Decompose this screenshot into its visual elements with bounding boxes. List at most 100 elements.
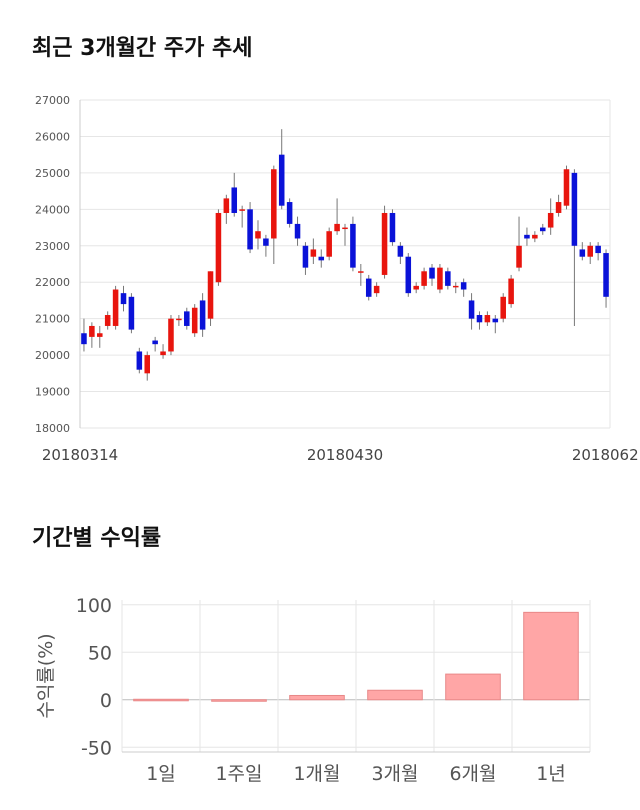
candle-body [223, 198, 230, 213]
x-tick-label: 1년 [536, 763, 566, 785]
candle-body [350, 223, 356, 268]
candle-body [302, 245, 309, 268]
candle-body [255, 231, 261, 239]
candle-body [429, 267, 435, 279]
y-tick-label: 23000 [35, 240, 70, 253]
candle-body [555, 202, 562, 213]
candle-body [120, 293, 127, 305]
y-tick-label: 100 [76, 595, 112, 617]
x-tick-label: 6개월 [449, 763, 496, 785]
candle-body [310, 249, 317, 257]
candle-body [247, 209, 253, 250]
candle-body [452, 285, 459, 288]
candle-body [278, 154, 285, 206]
y-tick-label: 20000 [35, 349, 70, 362]
candle-body [532, 234, 538, 239]
y-tick-label: 26000 [35, 130, 70, 143]
x-tick-label: 20180430 [307, 446, 383, 464]
x-tick-label: 20180621 [572, 446, 640, 464]
candle-body [112, 289, 119, 326]
candle-body [389, 212, 396, 243]
candle-body [571, 172, 578, 246]
return-bar [133, 698, 189, 702]
candle-body [199, 300, 206, 330]
candle-body [89, 325, 95, 337]
candle-body [381, 212, 388, 275]
x-tick-label: 20180314 [42, 446, 118, 464]
candle-body [460, 282, 467, 290]
candle-body [326, 231, 332, 257]
y-tick-label: 18000 [35, 422, 70, 435]
candle-body [563, 169, 570, 206]
return-bar [289, 694, 345, 701]
x-tick-label: 1주일 [215, 763, 262, 785]
candle-body [239, 209, 245, 211]
y-tick-label: -50 [81, 737, 112, 759]
candle-body [271, 169, 277, 239]
candle-body [405, 256, 412, 294]
candle-body [476, 315, 483, 323]
candle-body [524, 234, 530, 239]
candle-body [286, 202, 293, 224]
x-tick-label: 1개월 [293, 763, 340, 785]
candlestick-chart: 27000 26000 25000 24000 23000 22000 21000 20000… [35, 94, 640, 464]
candle-body [484, 315, 491, 323]
x-tick-label: 3개월 [371, 763, 418, 785]
candle-body [508, 278, 514, 305]
candle-body [318, 256, 325, 261]
return-bar [445, 673, 501, 701]
candle-body [81, 333, 87, 345]
y-tick-label: 21000 [35, 313, 70, 326]
candle-body [547, 212, 554, 228]
y-tick-label: 22000 [35, 276, 70, 289]
candle-body [168, 318, 174, 352]
candle-body [421, 271, 427, 286]
candle-body [152, 340, 158, 345]
candle-body [104, 315, 111, 326]
candle-body [373, 285, 380, 294]
candle-body [231, 187, 238, 213]
candle-body [136, 351, 143, 370]
candle-body [579, 249, 586, 257]
candle-body [144, 355, 151, 374]
y-tick-label: 19000 [35, 386, 70, 399]
candle-body [492, 318, 499, 323]
candle-body [445, 271, 451, 286]
candle-body [595, 245, 601, 254]
candle-body [468, 300, 475, 319]
return-bar-chart: 100 50 0 -50 1일 1주일 1개월 3개월 6개월 1년 수익률(%) [35, 595, 591, 785]
period-return-title: 기간별 수익률 [32, 526, 162, 551]
candle-body [500, 296, 506, 319]
candle-body [603, 253, 609, 297]
candle-body [334, 223, 340, 232]
candle-body [215, 212, 222, 283]
candle-body [539, 227, 546, 232]
candle-body [413, 285, 419, 290]
y-tick-label: 24000 [35, 203, 70, 216]
y-tick-label: 25000 [35, 167, 70, 180]
candle-body [358, 271, 364, 273]
candle-body [365, 278, 372, 297]
y-tick-label: 0 [100, 690, 112, 712]
return-bar [523, 611, 579, 701]
candle-body [587, 245, 593, 257]
return-bar [367, 689, 423, 701]
candle-body [191, 307, 198, 334]
candle-body [263, 238, 269, 246]
x-tick-label: 1일 [146, 763, 176, 785]
return-bar [211, 699, 267, 702]
y-tick-label: 50 [88, 642, 112, 664]
y-tick-label: 27000 [35, 94, 70, 107]
candle-body [97, 333, 103, 337]
candle-body [160, 351, 166, 356]
candle-body [207, 271, 214, 319]
candle-body [184, 311, 190, 326]
y-axis-label: 수익률(%) [35, 633, 57, 718]
candle-body [437, 267, 443, 290]
candle-body [128, 296, 135, 330]
candle-body [342, 227, 348, 230]
candle-body [397, 245, 404, 257]
price-trend-title: 최근 3개월간 주가 추세 [32, 36, 253, 61]
candle-body [516, 245, 522, 268]
candle-body [294, 223, 301, 239]
